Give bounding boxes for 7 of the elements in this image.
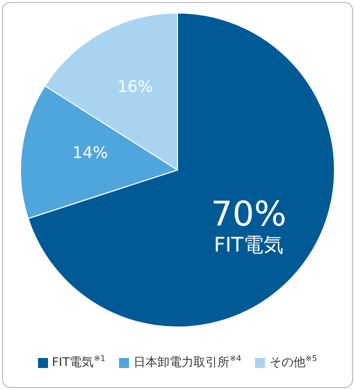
data-label: 16% bbox=[117, 76, 153, 96]
data-label: 70% bbox=[210, 194, 286, 235]
legend-label: 日本卸電力取引所$^{※4}$ bbox=[133, 354, 242, 371]
legend-label: FIT電気$^{※1}$ bbox=[52, 354, 106, 371]
text: FIT電気 bbox=[214, 232, 284, 257]
data-label: 14% bbox=[72, 142, 108, 162]
legend-label: その他$^{※5}$ bbox=[269, 354, 318, 371]
